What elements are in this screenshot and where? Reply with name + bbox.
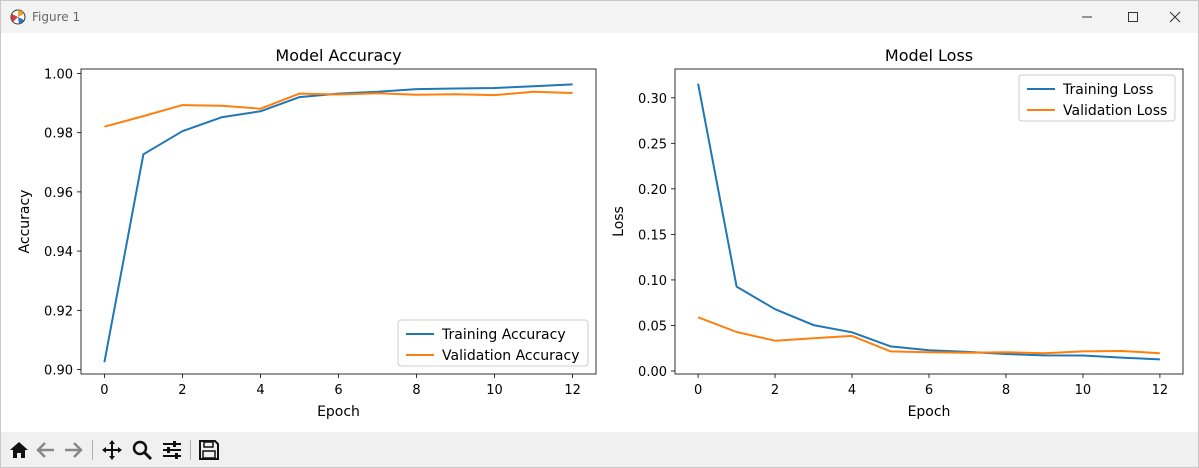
minimize-icon — [1082, 16, 1092, 18]
close-button[interactable] — [1152, 1, 1198, 33]
figure-canvas[interactable]: Model Accuracy 0 2 4 6 8 10 12 0.90 0.92 0.94 0.96 0… — [1, 33, 1198, 432]
zoom-button[interactable] — [130, 438, 154, 462]
save-button[interactable] — [197, 438, 221, 462]
forward-button[interactable] — [61, 438, 85, 462]
maximize-button[interactable] — [1110, 1, 1156, 33]
series-line-validation-accuracy — [104, 90, 573, 128]
chart-title: Model Accuracy — [275, 46, 401, 65]
y-tick-label: 0.96 — [44, 186, 73, 201]
y-tick-label: 0.05 — [638, 319, 667, 334]
x-tick-label: 6 — [925, 383, 933, 398]
toolbar-separator — [190, 440, 191, 460]
x-tick-label: 0 — [100, 383, 108, 398]
y-axis-label: Accuracy — [17, 190, 33, 254]
y-tick-label: 0.25 — [638, 137, 667, 152]
y-axis-label: Loss — [611, 206, 627, 237]
back-icon — [36, 442, 54, 458]
x-tick-label: 8 — [412, 383, 420, 398]
y-tick-label: 1.00 — [44, 67, 73, 82]
x-tick-label: 6 — [334, 383, 342, 398]
home-button[interactable] — [7, 438, 31, 462]
x-tick-label: 8 — [1002, 383, 1010, 398]
y-tick-label: 0.20 — [638, 183, 667, 198]
x-axis-label: Epoch — [908, 404, 951, 420]
legend-label: Validation Loss — [1063, 103, 1167, 119]
x-tick-label: 2 — [771, 383, 779, 398]
legend-label: Validation Accuracy — [442, 348, 580, 364]
title-bar: Figure 1 — [1, 1, 1198, 33]
configure-icon — [163, 441, 181, 459]
home-icon — [10, 442, 28, 458]
x-tick-label: 12 — [564, 383, 581, 398]
x-tick-label: 4 — [256, 383, 264, 398]
y-tick-label: 0.30 — [638, 92, 667, 107]
minimize-button[interactable] — [1064, 1, 1110, 33]
axes-frame — [674, 68, 1184, 375]
x-axis-label: Epoch — [317, 404, 360, 420]
series-line-validation-loss — [697, 316, 1160, 355]
y-tick-label: 0.98 — [44, 127, 73, 142]
y-tick-label: 0.00 — [638, 365, 667, 380]
toolbar-separator — [92, 440, 93, 460]
pan-icon — [102, 440, 122, 460]
x-tick-label: 10 — [486, 383, 503, 398]
x-tick-label: 4 — [848, 383, 856, 398]
chart-title: Model Loss — [885, 46, 973, 65]
matplotlib-icon — [10, 9, 26, 25]
navigation-toolbar — [1, 432, 1198, 467]
maximize-icon — [1128, 12, 1138, 22]
window-title: Figure 1 — [32, 10, 81, 24]
y-tick-label: 0.10 — [638, 274, 667, 289]
y-tick-label: 0.15 — [638, 228, 667, 243]
zoom-icon — [132, 440, 153, 461]
close-icon — [1169, 11, 1181, 23]
x-tick-label: 10 — [1075, 383, 1092, 398]
legend-box — [1018, 74, 1176, 122]
configure-subplots-button[interactable] — [160, 438, 184, 462]
x-tick-label: 12 — [1152, 383, 1169, 398]
x-tick-label: 2 — [178, 383, 186, 398]
x-tick-label: 0 — [694, 383, 702, 398]
y-tick-label: 0.92 — [44, 304, 73, 319]
pan-button[interactable] — [100, 438, 124, 462]
series-line-training-loss — [697, 83, 1160, 361]
y-tick-label: 0.90 — [44, 364, 73, 379]
save-icon — [199, 440, 219, 460]
y-tick-label: 0.94 — [44, 245, 73, 260]
back-button[interactable] — [34, 438, 58, 462]
forward-icon — [65, 442, 83, 458]
figure-svg: Model Accuracy 0 2 4 6 8 10 12 0.90 0.92 0.94 0.96 0… — [17, 46, 1184, 420]
legend-label: Training Accuracy — [441, 327, 566, 343]
legend-label: Training Loss — [1062, 82, 1153, 98]
legend-box — [397, 319, 589, 367]
axes-frame — [80, 68, 597, 375]
